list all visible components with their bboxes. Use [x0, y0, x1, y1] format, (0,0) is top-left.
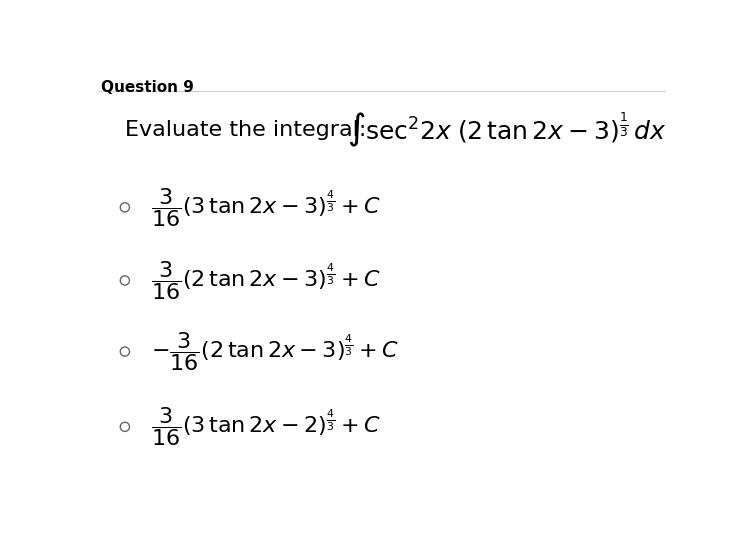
Text: $\int \mathrm{sec}^2 2x\;(2\,\mathrm{tan}\,2x - 3)^{\frac{1}{3}}\,dx$: $\int \mathrm{sec}^2 2x\;(2\,\mathrm{tan…: [347, 111, 667, 149]
Text: $\dfrac{3}{16}(3\,\mathrm{tan}\,2x - 3)^{\frac{4}{3}} + C$: $\dfrac{3}{16}(3\,\mathrm{tan}\,2x - 3)^…: [150, 186, 381, 229]
Text: Question 9: Question 9: [101, 80, 194, 95]
Text: Evaluate the integral:: Evaluate the integral:: [125, 120, 367, 140]
Text: $\dfrac{3}{16}(3\,\mathrm{tan}\,2x - 2)^{\frac{4}{3}} + C$: $\dfrac{3}{16}(3\,\mathrm{tan}\,2x - 2)^…: [150, 406, 381, 449]
Text: $-\dfrac{3}{16}(2\,\mathrm{tan}\,2x - 3)^{\frac{4}{3}} + C$: $-\dfrac{3}{16}(2\,\mathrm{tan}\,2x - 3)…: [150, 330, 399, 373]
Text: $\dfrac{3}{16}(2\,\mathrm{tan}\,2x - 3)^{\frac{4}{3}} + C$: $\dfrac{3}{16}(2\,\mathrm{tan}\,2x - 3)^…: [150, 259, 381, 302]
